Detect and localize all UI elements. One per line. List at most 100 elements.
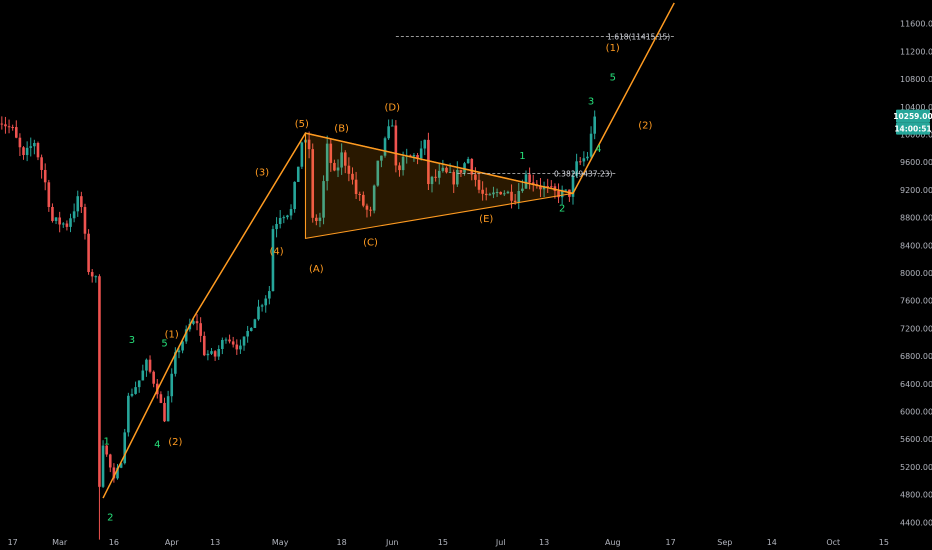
candle-body [286, 215, 289, 218]
candle-body [513, 200, 517, 202]
candle-body [87, 233, 90, 273]
candle-body [437, 170, 441, 178]
wave-label: (2) [168, 437, 182, 448]
candle-body [445, 167, 448, 173]
candle-body [58, 217, 61, 225]
candle-body [141, 370, 145, 381]
candle-body [36, 143, 40, 158]
wave-label: (3) [255, 168, 269, 179]
price-tick-label: 8400.00 [900, 241, 932, 250]
last-price-value: 10259.00 [893, 112, 932, 121]
time-tick-label: Oct [826, 538, 840, 547]
candle-body [76, 196, 80, 212]
candle-body [94, 276, 98, 278]
candle-body [589, 133, 593, 157]
candle-body [14, 127, 18, 138]
price-tick-label: 6400.00 [900, 380, 932, 389]
time-axis[interactable]: 17 Mar 16 Apr 13 May 18 Jun 15 Jul 13 Aug 17 Sep 14 Oct… [8, 538, 889, 547]
time-tick-label: 18 [337, 538, 347, 547]
candle-body [199, 323, 202, 336]
candle-body [495, 191, 499, 193]
candle-body [177, 350, 181, 353]
candle-body [221, 340, 224, 349]
candle-body [560, 189, 564, 198]
candle-body [539, 185, 542, 190]
candle-body [11, 127, 14, 129]
price-axis[interactable]: 4400.00 4800.00 5200.00 5600.00 6000.00 6400.… [893, 20, 932, 528]
candle-body [470, 158, 474, 175]
candle-body [112, 467, 116, 479]
price-tick-label: 10400.00 [900, 103, 932, 112]
time-tick-label: Apr [165, 538, 180, 547]
last-price-tag [896, 109, 930, 123]
candle-body [134, 387, 137, 394]
candle-body [0, 123, 4, 125]
candle-body [4, 124, 7, 127]
candle-body [492, 192, 495, 195]
candle-body [127, 395, 130, 433]
candle-body [300, 142, 304, 167]
candle-body [372, 185, 376, 211]
wave-label: 4 [154, 440, 160, 451]
candle-body [130, 393, 134, 396]
candle-body [101, 445, 105, 487]
candle-body [123, 432, 127, 464]
wave-label: (D) [384, 102, 400, 113]
wave-label: 4 [595, 144, 601, 155]
candle-body [108, 454, 112, 468]
wave-label: (1) [606, 43, 620, 54]
wave-label: 5 [610, 73, 616, 84]
price-tick-label: 5600.00 [900, 435, 932, 444]
fib-level-label: 1.618(11415.15) [607, 32, 670, 41]
candle-body [29, 146, 33, 148]
time-tick-label: 17 [666, 538, 676, 547]
candle-body [484, 193, 488, 196]
candle-body [521, 188, 524, 192]
candle-body [116, 467, 119, 479]
wave-label: (4) [269, 247, 283, 258]
candle-body [18, 137, 22, 148]
candle-body [333, 162, 336, 171]
candle-body [409, 155, 412, 157]
candle-body [575, 161, 578, 176]
candle-body [51, 206, 54, 221]
candle-body [90, 272, 94, 277]
candle-body [145, 359, 148, 371]
time-tick-label: 13 [210, 538, 220, 547]
wave-label: 3 [129, 335, 135, 346]
time-tick-label: Jul [495, 538, 506, 547]
wave-label: (A) [309, 264, 324, 275]
candle-body [340, 152, 343, 168]
candle-body [43, 169, 47, 183]
candle-body [401, 156, 405, 171]
candle-body [546, 186, 549, 188]
candle-body [593, 116, 596, 134]
candle-body [228, 339, 231, 342]
candle-body [354, 179, 358, 195]
candle-body [564, 189, 568, 191]
candle-body [394, 125, 398, 166]
candle-body [7, 126, 11, 128]
price-tick-label: 8800.00 [900, 214, 932, 223]
time-tick-label: 14 [767, 538, 777, 547]
candle-body [239, 345, 242, 350]
candle-body [253, 319, 257, 328]
candle-body [246, 330, 249, 337]
candle-body [550, 186, 553, 188]
candle-body [343, 152, 347, 166]
time-tick-label: Jun [385, 538, 399, 547]
price-tick-label: 8000.00 [900, 269, 932, 278]
candle-body [481, 189, 484, 194]
candle-body [347, 165, 351, 174]
wave-label: (1) [165, 330, 179, 341]
candle-body [174, 352, 177, 374]
candle-body [325, 143, 329, 182]
countdown-value: 14:00:51 [894, 125, 931, 134]
candle-body [452, 171, 456, 185]
candle-body [578, 161, 582, 163]
wave-label: (B) [334, 123, 349, 134]
price-tick-label: 11200.00 [900, 47, 932, 56]
price-tick-label: 11600.00 [900, 20, 932, 29]
time-tick-label: 15 [438, 538, 448, 547]
